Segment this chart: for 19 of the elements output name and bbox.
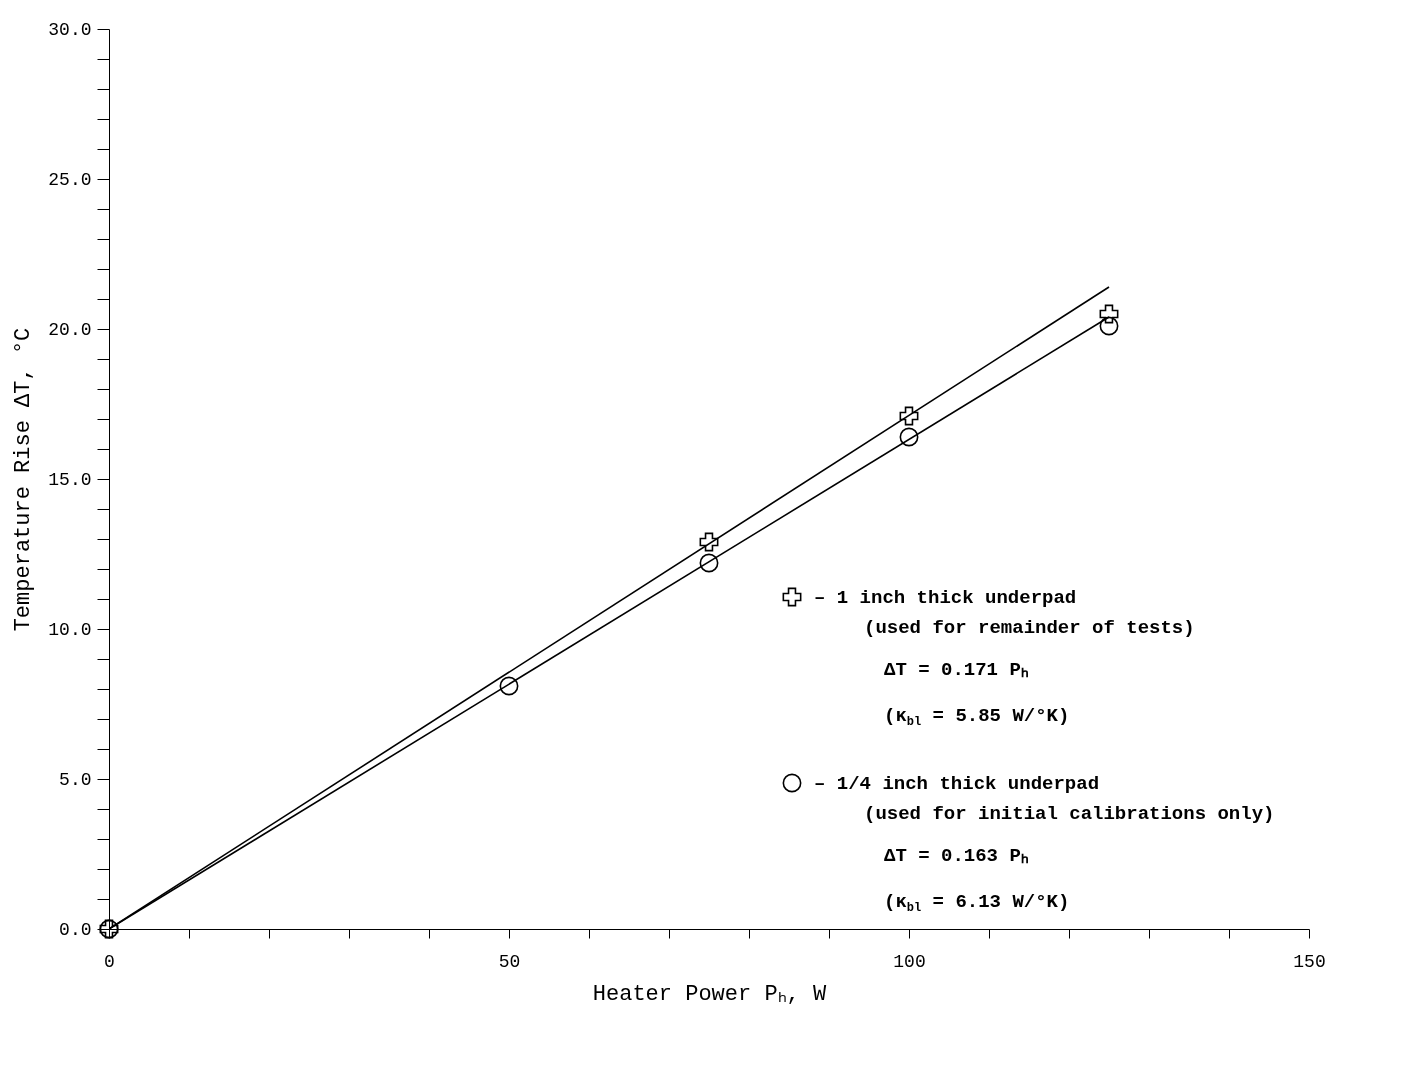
annotation: (used for initial calibrations only) bbox=[864, 803, 1275, 825]
x-tick-label: 150 bbox=[1293, 951, 1326, 972]
y-tick-label: 10.0 bbox=[48, 619, 92, 640]
annotation: ΔT = 0.163 Pₕ bbox=[884, 845, 1029, 867]
x-axis-title: Heater Power Pₕ, W bbox=[592, 981, 828, 1007]
legend-label: – 1/4 inch thick underpad bbox=[814, 773, 1100, 795]
annotation: (used for remainder of tests) bbox=[864, 617, 1195, 639]
y-tick-label: 0.0 bbox=[59, 919, 92, 940]
y-tick-label: 15.0 bbox=[48, 469, 92, 490]
x-tick-label: 50 bbox=[498, 951, 521, 972]
x-tick-label: 100 bbox=[893, 951, 926, 972]
y-tick-label: 30.0 bbox=[48, 19, 92, 40]
y-axis-title: Temperature Rise ΔT, °C bbox=[11, 327, 37, 632]
y-tick-label: 20.0 bbox=[48, 319, 92, 340]
annotation: ΔT = 0.171 Pₕ bbox=[884, 659, 1029, 681]
x-tick-label: 0 bbox=[104, 951, 115, 972]
y-tick-label: 25.0 bbox=[48, 169, 92, 190]
y-tick-label: 5.0 bbox=[59, 769, 92, 790]
legend-label: – 1 inch thick underpad bbox=[814, 587, 1077, 609]
